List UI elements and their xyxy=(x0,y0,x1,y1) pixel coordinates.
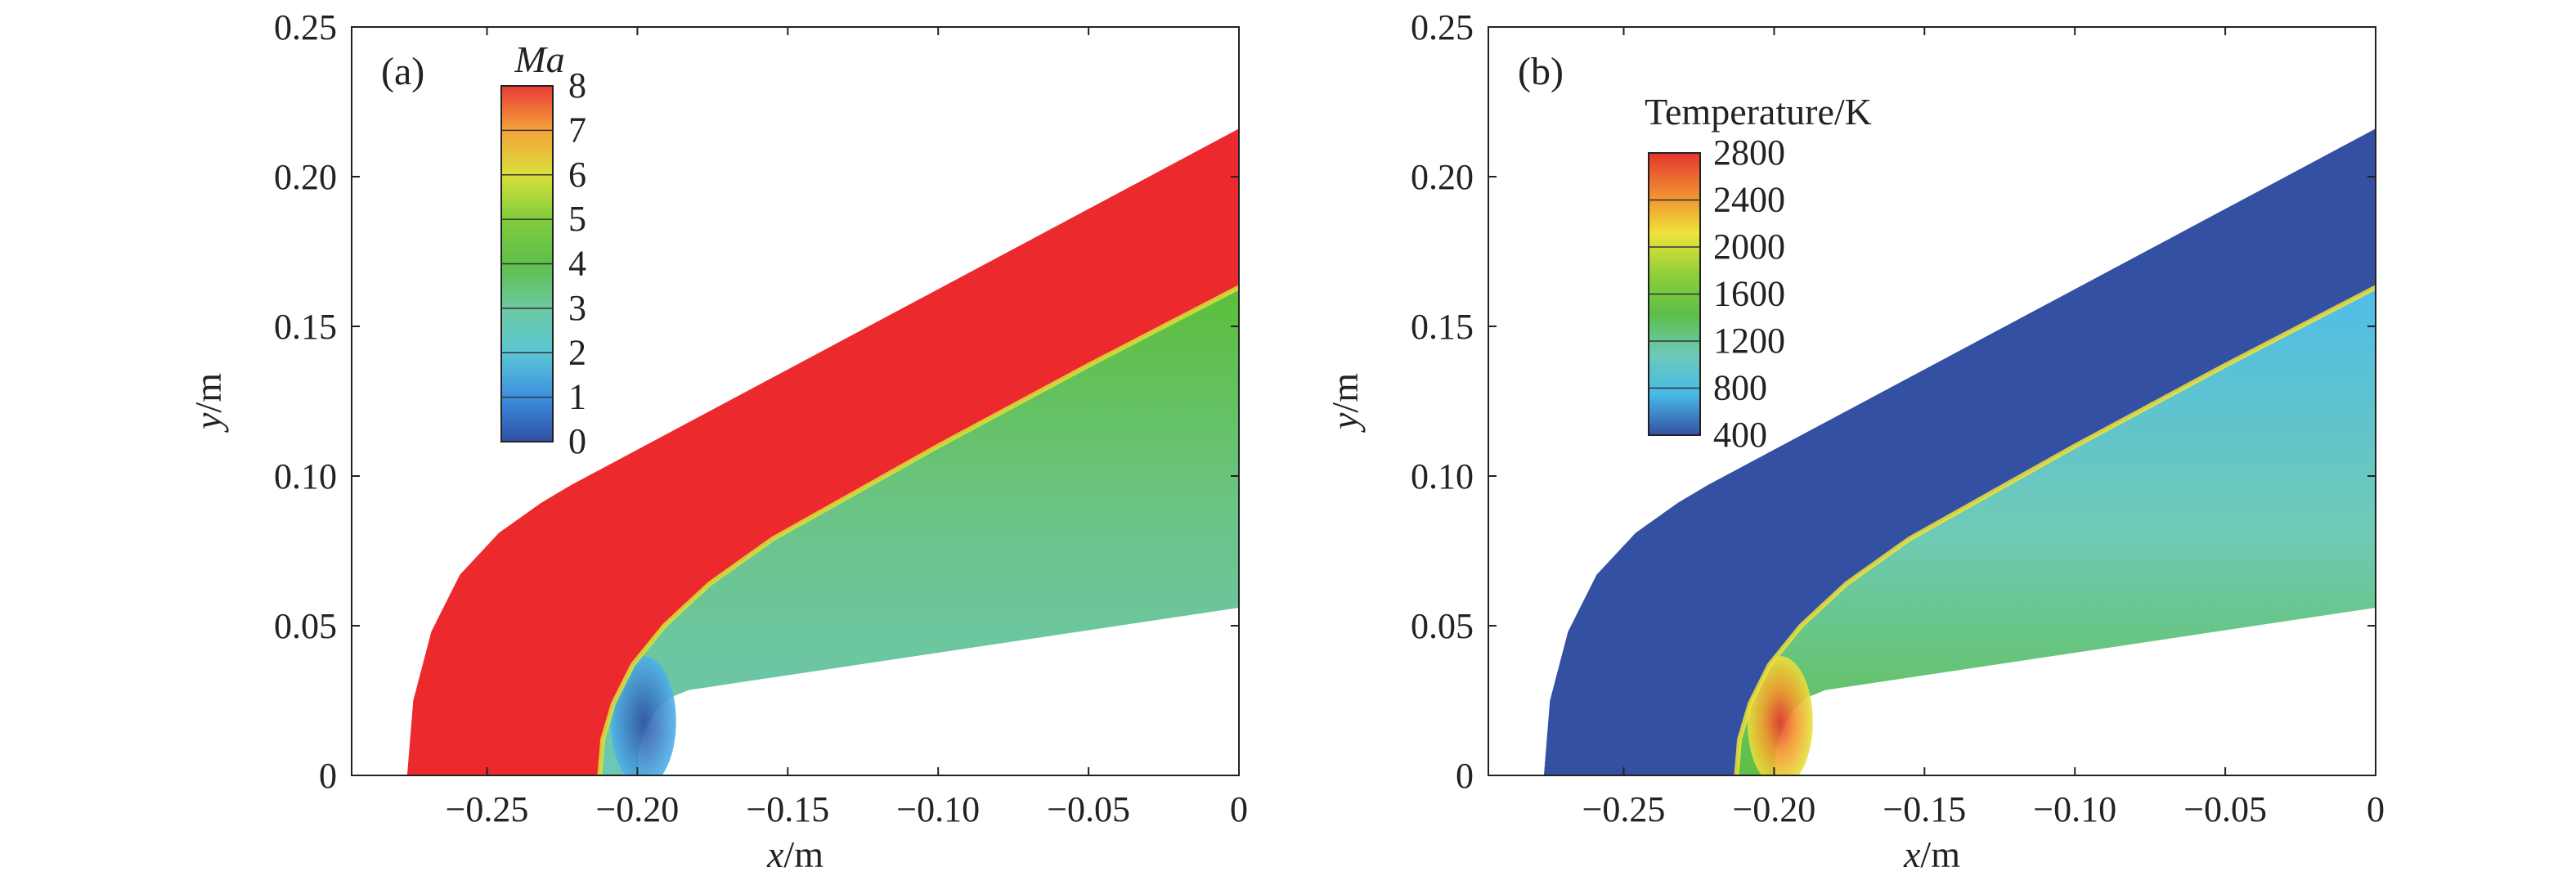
colorbar-tick-label: 0 xyxy=(568,421,586,461)
colorbar-tick-label: 2400 xyxy=(1713,180,1785,220)
shock-front-line xyxy=(1734,285,2376,775)
y-axis-var: y xyxy=(187,412,229,433)
x-tick-label: −0.25 xyxy=(1582,789,1666,829)
panel-label: (a) xyxy=(381,50,424,93)
x-tick-label: −0.05 xyxy=(2183,789,2267,829)
flow-field xyxy=(1544,128,2376,775)
x-tick-label: −0.15 xyxy=(1883,789,1966,829)
colorbar-tick-label: 2 xyxy=(568,332,586,372)
x-axis-unit: /m xyxy=(783,833,824,875)
stagnation-zone xyxy=(1747,656,1813,775)
colorbar-tick-label: 8 xyxy=(568,65,586,106)
colorbar-tick-label: 6 xyxy=(568,155,586,195)
panel-b: −0.25 −0.20 −0.15 −0.10 −0.05 0 0 0.05 0.10 0.15 0… xyxy=(1324,7,2385,875)
x-tick-label: −0.25 xyxy=(446,789,529,829)
colorbar-tick-label: 4 xyxy=(568,244,586,284)
y-axis-label: y/m xyxy=(187,373,229,433)
x-tick-label: −0.05 xyxy=(1047,789,1130,829)
x-axis-label: x/m xyxy=(766,833,824,875)
x-axis-var: x xyxy=(766,833,784,875)
y-tick-label: 0 xyxy=(319,756,337,796)
x-tick-label: 0 xyxy=(1230,789,1248,829)
x-tick-label: −0.10 xyxy=(896,789,980,829)
y-tick-label: 0.20 xyxy=(274,157,337,197)
x-tick-label: −0.20 xyxy=(595,789,679,829)
colorbar-tick-label: 2000 xyxy=(1713,227,1785,267)
y-tick-label: 0.25 xyxy=(274,7,337,47)
y-tick-label: 0.15 xyxy=(1411,307,1474,347)
y-axis-var: y xyxy=(1324,412,1366,433)
plot-frame xyxy=(351,26,1240,776)
colorbar-title: Ma xyxy=(514,38,564,80)
x-axis-label: x/m xyxy=(1903,833,1960,875)
x-tick-label: 0 xyxy=(2367,789,2385,829)
colorbar-tick-label: 1200 xyxy=(1713,321,1785,361)
freestream-overlay xyxy=(1544,128,2376,775)
y-tick-label: 0.20 xyxy=(1411,157,1474,197)
x-tick-label: −0.10 xyxy=(2033,789,2116,829)
colorbar-tick-label: 400 xyxy=(1713,415,1767,455)
colorbar-tick-label: 3 xyxy=(568,288,586,328)
x-tick-label: −0.15 xyxy=(746,789,829,829)
shock-layer-region xyxy=(1736,287,2376,775)
shock-layer-region xyxy=(599,287,1239,775)
y-tick-label: 0.10 xyxy=(274,456,337,496)
stagnation-zone xyxy=(610,656,676,775)
y-axis-unit: /m xyxy=(187,373,229,413)
panel-a: −0.25 −0.20 −0.15 −0.10 −0.05 0 0 0.05 0.10 0.15 0… xyxy=(187,7,1248,875)
y-tick-label: 0.15 xyxy=(274,307,337,347)
y-tick-label: 0.25 xyxy=(1411,7,1474,47)
colorbar-tick-label: 5 xyxy=(568,199,586,239)
x-axis-var: x xyxy=(1903,833,1921,875)
flow-field xyxy=(407,128,1239,775)
colorbar-tick-label: 800 xyxy=(1713,368,1767,408)
x-axis-unit: /m xyxy=(1920,833,1960,875)
y-tick-label: 0 xyxy=(1456,756,1474,796)
colorbar-tick-label: 1600 xyxy=(1713,274,1785,314)
shock-front-line xyxy=(597,285,1239,775)
colorbar-tick-label: 7 xyxy=(568,110,586,150)
x-tick-label: −0.20 xyxy=(1732,789,1815,829)
y-tick-label: 0.10 xyxy=(1411,456,1474,496)
colorbar-tick-label: 1 xyxy=(568,377,586,417)
freestream-overlay xyxy=(407,128,1239,775)
colorbar-title: Temperature/K xyxy=(1645,91,1872,133)
panel-label: (b) xyxy=(1518,50,1564,93)
y-axis-label: y/m xyxy=(1324,373,1366,433)
y-tick-label: 0.05 xyxy=(1411,606,1474,646)
y-tick-label: 0.05 xyxy=(274,606,337,646)
plot-frame xyxy=(1488,26,2376,776)
colorbar-tick-label: 2800 xyxy=(1713,133,1785,173)
y-axis-unit: /m xyxy=(1324,373,1366,413)
